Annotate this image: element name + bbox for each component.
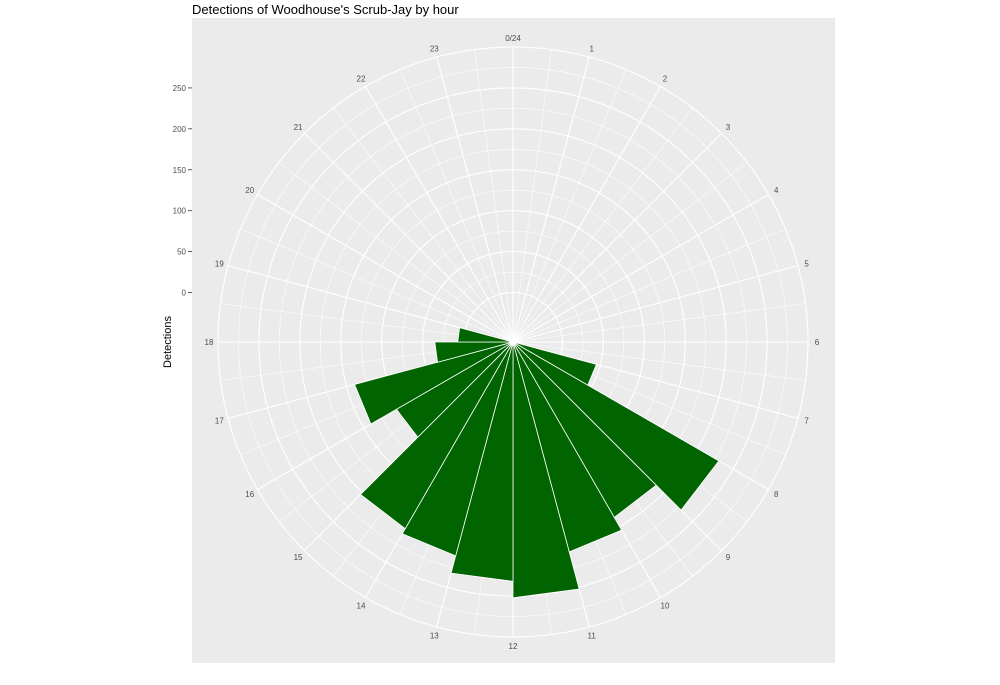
x-tick-label: 0/24 [505, 34, 521, 43]
x-tick-label: 8 [774, 490, 779, 499]
x-tick-label: 17 [215, 417, 224, 426]
x-tick-label: 5 [804, 259, 809, 268]
x-tick-label: 20 [245, 186, 254, 195]
grid-spoke [512, 56, 590, 343]
x-tick-label: 11 [588, 632, 597, 641]
x-tick-label: 4 [774, 186, 779, 195]
x-tick-label: 10 [661, 601, 670, 610]
x-tick-label: 19 [215, 259, 224, 268]
grid-spoke [436, 56, 514, 343]
bar-hour-18 [457, 327, 514, 343]
grid-spoke-minor [512, 341, 806, 381]
x-tick-label: 18 [205, 338, 214, 347]
bars [353, 327, 720, 599]
grid-spoke-minor [512, 107, 693, 343]
grid-spoke-minor [278, 162, 514, 343]
x-tick-label: 14 [357, 601, 366, 610]
tick-labels: 0/24123456789101112131415161718192021222… [173, 34, 820, 651]
grid-spoke [257, 194, 514, 343]
bar-hour-16 [353, 341, 514, 425]
x-tick-label: 15 [294, 553, 303, 562]
chart-title: Detections of Woodhouse's Scrub-Jay by h… [192, 2, 459, 17]
x-tick-label: 12 [509, 642, 518, 651]
x-tick-label: 22 [357, 75, 366, 84]
grid-spoke [512, 86, 661, 343]
x-tick-label: 21 [294, 123, 303, 132]
grid-spoke-minor [512, 228, 786, 343]
grid-spoke [512, 194, 769, 343]
grid-spoke-minor [474, 49, 514, 343]
x-tick-label: 6 [815, 338, 820, 347]
y-tick-label: 200 [173, 125, 187, 134]
x-tick-label: 3 [726, 123, 731, 132]
grid-spoke-minor [399, 69, 514, 343]
grid-spoke-minor [512, 162, 748, 343]
y-tick-label: 150 [173, 166, 187, 175]
grid-spoke [512, 133, 722, 343]
x-tick-label: 13 [430, 632, 439, 641]
x-tick-label: 2 [663, 75, 668, 84]
grid-spoke-minor [240, 228, 514, 343]
y-tick-label: 50 [177, 248, 186, 257]
grid-spoke-minor [333, 107, 514, 343]
y-tick-label: 0 [182, 289, 187, 298]
grid-spoke-minor [512, 303, 806, 343]
x-tick-label: 16 [245, 490, 254, 499]
x-tick-label: 1 [589, 44, 594, 53]
x-tick-label: 23 [430, 44, 439, 53]
grid-spoke [512, 265, 799, 343]
grid-spoke-minor [512, 49, 552, 343]
y-tick-label: 250 [173, 84, 187, 93]
grid-spoke [365, 86, 514, 343]
x-tick-label: 7 [804, 417, 809, 426]
x-tick-label: 9 [726, 553, 731, 562]
grid-spoke-minor [512, 69, 627, 343]
y-tick-label: 100 [173, 207, 187, 216]
grid-spoke [304, 133, 514, 343]
